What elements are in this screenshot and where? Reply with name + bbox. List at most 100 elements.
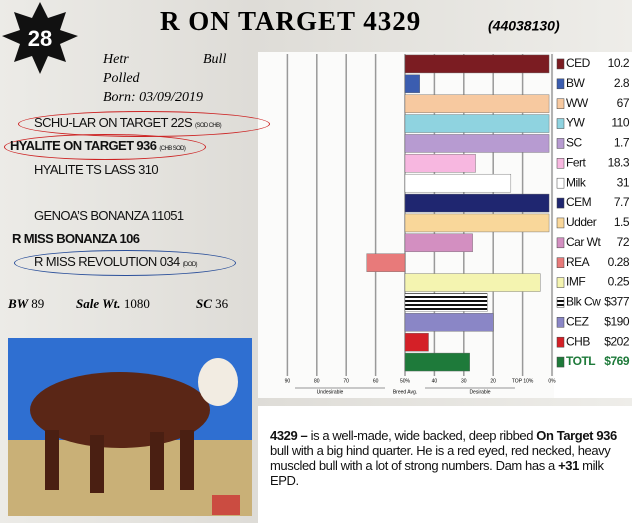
epd-name: TOTL xyxy=(566,354,595,368)
epd-name: Udder xyxy=(566,215,597,229)
epd-value: $190 xyxy=(604,314,630,328)
legend-swatch xyxy=(556,237,565,249)
bar xyxy=(366,253,406,272)
epd-name: WW xyxy=(566,96,589,110)
epd-value: $377 xyxy=(604,295,630,309)
pedigree-name: R MISS BONANZA 106 xyxy=(12,231,140,246)
desc-part: milk EPD. xyxy=(270,458,604,488)
pedigree-tag: (DOD) xyxy=(182,262,198,268)
epd-value: 67 xyxy=(617,96,630,110)
label-column xyxy=(554,52,632,398)
epd-name: Blk Cw xyxy=(566,295,601,309)
epd-value: 110 xyxy=(611,116,629,130)
legend-swatch xyxy=(556,197,565,209)
epd-name: YW xyxy=(566,116,586,130)
epd-value: 1.7 xyxy=(614,136,630,150)
legend-swatch xyxy=(556,138,565,149)
epd-name: CHB xyxy=(566,334,590,348)
x-tick-label: 90 xyxy=(285,378,291,384)
bar xyxy=(404,213,550,233)
epd-name: BW xyxy=(566,76,586,90)
legend-swatch xyxy=(556,78,565,90)
born: Born: 03/09/2019 xyxy=(103,90,203,105)
stat-value: 36 xyxy=(215,296,229,311)
pedigree-name: SCHU-LAR ON TARGET 22S xyxy=(34,115,193,130)
bar xyxy=(404,114,550,133)
pedigree-tag: (SOD CHB) xyxy=(195,123,222,129)
x-tick-label: 70 xyxy=(343,378,349,384)
stat-value: 89 xyxy=(31,296,45,311)
bar xyxy=(404,352,470,372)
desc-part: is a well-made, wide backed, deep ribbed xyxy=(307,428,537,443)
stat-label: Sale Wt. xyxy=(76,296,121,311)
epd-name: Milk xyxy=(566,175,587,189)
title: R ON TARGET 4329 xyxy=(160,6,421,36)
x-tick-label: 60 xyxy=(373,378,379,384)
epd-name: CED xyxy=(566,56,591,70)
bar xyxy=(404,154,476,173)
legend-swatch xyxy=(556,158,565,169)
x-tick-label: 40 xyxy=(432,378,438,384)
epd-name: IMF xyxy=(566,275,585,289)
stat-label: BW xyxy=(8,296,28,311)
bar xyxy=(404,273,541,292)
x-tick-label: TOP 10% xyxy=(512,378,534,384)
legend-swatch xyxy=(556,177,565,189)
legend-swatch xyxy=(556,118,565,129)
epd-value: $769 xyxy=(604,354,630,368)
x-tick-label: 80 xyxy=(314,378,320,384)
bar xyxy=(404,134,550,153)
epd-value: 18.3 xyxy=(608,155,630,169)
desc-part: 4329 – xyxy=(270,428,308,443)
x-tick-label: 0% xyxy=(548,378,556,384)
bar xyxy=(404,233,473,253)
x-tick-label: 30 xyxy=(461,378,467,384)
epd-name: SC xyxy=(566,136,583,150)
x-tick-label: 50% xyxy=(400,378,411,384)
x-tick-label: 20 xyxy=(490,378,496,384)
description: 4329 – is a well-made, wide backed, deep… xyxy=(258,406,632,488)
epd-name: Car Wt xyxy=(566,235,601,249)
epd-value: 2.8 xyxy=(614,76,630,90)
bar xyxy=(404,54,550,74)
pedigree-name: HYALITE ON TARGET 936 xyxy=(10,138,157,153)
sex-right: Bull xyxy=(203,52,227,67)
stat-label: SC xyxy=(196,296,212,311)
legend-swatch xyxy=(556,317,565,328)
epd-value: 31 xyxy=(617,175,630,189)
epd-name: Fert xyxy=(566,155,587,169)
pedigree-tag: (CHB SOD) xyxy=(159,146,186,152)
sex-left: Hetr xyxy=(103,52,129,67)
stat-value: 1080 xyxy=(123,296,150,311)
legend-swatch xyxy=(556,277,565,288)
axis-label: Desirable xyxy=(469,389,490,395)
polled: Polled xyxy=(103,71,140,86)
epd-value: 0.28 xyxy=(608,255,630,269)
epd-name: REA xyxy=(566,255,590,269)
epd-value: 0.25 xyxy=(608,275,630,289)
epd-value: 72 xyxy=(617,235,630,249)
legend-swatch xyxy=(556,98,565,109)
bar xyxy=(404,293,488,312)
pedigree-name: GENOA’S BONANZA 11051 xyxy=(34,208,184,223)
legend-swatch xyxy=(556,257,565,268)
description-box: 4329 – is a well-made, wide backed, deep… xyxy=(258,406,632,523)
pedigree-name: R MISS REVOLUTION 034 xyxy=(34,254,180,269)
epd-value: 1.5 xyxy=(614,215,630,229)
legend-swatch xyxy=(556,336,565,348)
legend-swatch xyxy=(556,58,565,70)
bar xyxy=(404,313,494,332)
axis-label: Breed Avg. xyxy=(393,389,417,395)
desc-part: +31 xyxy=(558,458,579,473)
epd-value: 7.7 xyxy=(614,195,630,209)
star-badge xyxy=(2,2,78,74)
lot-number: 28 xyxy=(28,26,52,51)
photo xyxy=(8,338,252,516)
oval xyxy=(14,250,236,276)
legend-swatch xyxy=(556,297,565,308)
bar xyxy=(404,332,429,352)
epd-value: 10.2 xyxy=(608,56,630,70)
chart: 90 80 70 60 50% 40 30 20 TOP 10% 0% Undesirable Bre… xyxy=(285,54,630,395)
